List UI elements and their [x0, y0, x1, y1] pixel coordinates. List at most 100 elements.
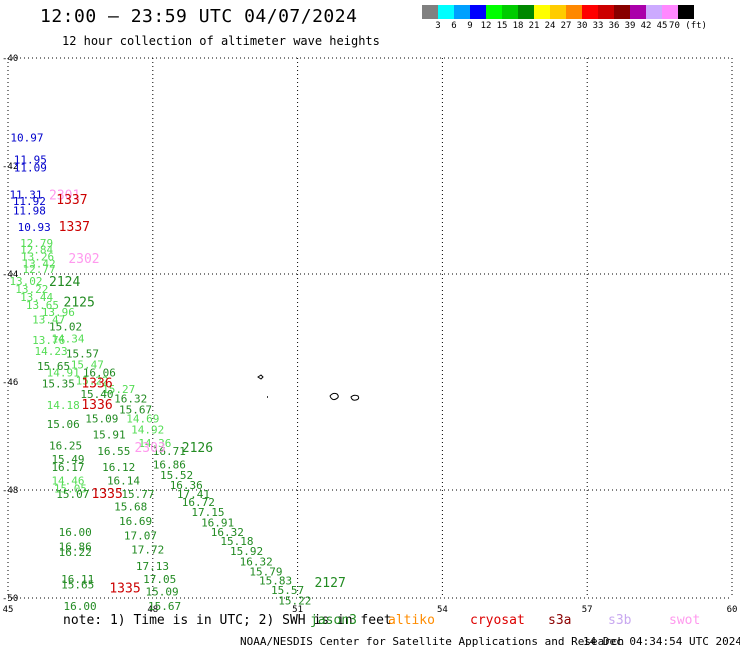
pass-id-label: 1337: [59, 220, 90, 235]
satellite-legend-swot: swot: [669, 613, 701, 628]
swh-value-label: 11.09: [14, 161, 47, 174]
legend-swatch: [678, 5, 694, 19]
legend-swatch: [582, 5, 598, 19]
swh-value-label: 13.96: [42, 306, 75, 319]
swh-value-label: 15.65: [37, 360, 70, 373]
swh-value-label: 15.09: [146, 585, 179, 598]
swh-value-label: 16.00: [64, 600, 97, 613]
y-tick-label: -46: [2, 378, 18, 388]
swh-value-label: 14.18: [47, 399, 80, 412]
pass-id-label: 1337: [56, 193, 87, 208]
swh-value-label: 15.35: [42, 377, 75, 390]
legend-color-bar: [422, 5, 740, 19]
legend-label: 12: [480, 21, 492, 31]
y-tick-label: -44: [2, 270, 18, 280]
legend-label: 18: [512, 21, 524, 31]
swh-value-label: 17.05: [143, 573, 176, 586]
y-tick-label: -40: [2, 54, 18, 64]
swh-value-label: 15.83: [259, 575, 292, 588]
islands: [257, 374, 360, 401]
swh-value-label: 12.79: [20, 237, 53, 250]
legend-label: 42: [640, 21, 652, 31]
swh-value-label: 16.25: [49, 440, 82, 453]
swh-value-label: 15.67: [119, 403, 152, 416]
swh-value-label: 14.91: [47, 367, 80, 380]
island-marker: [329, 392, 339, 401]
pass-id-label: 2126: [182, 441, 213, 456]
swh-value-label: 16.86: [59, 540, 92, 553]
legend-labels: 3 6 9 12 15 18 21 24 27 30 33 36 39 42 45 70 (ft): [422, 19, 740, 33]
legend-label: 9: [467, 21, 473, 31]
swh-value-label: 16.72: [182, 496, 215, 509]
swh-value-label: 13.47: [32, 314, 65, 327]
swh-value-label: 16.32: [211, 526, 244, 539]
pass-id-label: 2124: [49, 275, 80, 290]
pass-id-label: 2125: [64, 295, 95, 310]
x-tick-label: 48: [147, 605, 158, 615]
swh-value-label: 16.91: [201, 517, 234, 530]
swh-value-label: 15.52: [160, 469, 193, 482]
swh-value-label: 14.69: [126, 413, 159, 426]
swh-value-label: 14.46: [51, 475, 84, 488]
legend-swatch: [550, 5, 566, 19]
island-marker: [350, 394, 360, 401]
swh-value-label: 15.07: [56, 488, 89, 501]
legend-swatch: [614, 5, 630, 19]
lat-lon-grid: [7, 57, 733, 599]
pass-id-label: 1335: [109, 582, 140, 597]
legend-swatch: [438, 5, 454, 19]
swh-value-label: 13.44: [20, 291, 53, 304]
x-tick-label: 45: [3, 605, 14, 615]
swh-value-label: 13.02: [9, 275, 42, 288]
pass-id-label: 2302: [68, 252, 99, 267]
swh-value-label: 17.15: [191, 506, 224, 519]
swh-value-label: 17.13: [136, 560, 169, 573]
swh-value-label: 14.36: [138, 437, 171, 450]
legend-swatch: [598, 5, 614, 19]
color-legend: 3 6 9 12 15 18 21 24 27 30 33 36 39 42 45 70 (ft): [422, 5, 740, 33]
swh-value-label: 16.86: [153, 458, 186, 471]
swh-value-label: 16.17: [51, 461, 84, 474]
swh-value-label: 15.22: [278, 594, 311, 607]
x-tick-label: 57: [582, 605, 593, 615]
swh-value-label: 16.00: [59, 526, 92, 539]
legend-label: 24: [544, 21, 556, 31]
y-tick-label: -50: [2, 594, 18, 604]
swh-value-label: 15.02: [49, 321, 82, 334]
legend-swatch: [486, 5, 502, 19]
swh-value-label: 15.09: [85, 413, 118, 426]
swh-value-label: 10.97: [10, 132, 43, 145]
swh-value-label: 13.65: [26, 299, 59, 312]
legend-label: 70 (ft): [669, 21, 707, 31]
legend-swatch: [470, 5, 486, 19]
satellite-legend-jason3: jason3: [310, 613, 357, 628]
swh-value-label: 15.65: [61, 578, 94, 591]
legend-swatch: [646, 5, 662, 19]
x-tick-label: 51: [292, 605, 303, 615]
swh-value-label: 15.68: [114, 501, 147, 514]
legend-label: 45: [656, 21, 668, 31]
pass-id-label: 1336: [81, 376, 112, 391]
swh-value-label: 16.36: [170, 479, 203, 492]
swh-value-label: 10.93: [18, 221, 51, 234]
credit-line: NOAA/NESDIS Center for Satellite Applica…: [240, 635, 625, 648]
swh-value-label: 15.22: [76, 375, 109, 388]
x-tick-label: 60: [727, 605, 738, 615]
pass-id-label: 2301: [49, 188, 80, 203]
island-marker: [257, 374, 264, 380]
swh-value-label: 15.67: [148, 600, 181, 613]
swh-value-label: 16.32: [240, 556, 273, 569]
swh-value-label: 12.84: [20, 243, 53, 256]
satellite-legend-altiko: altiko: [388, 613, 435, 628]
x-tick-label: 54: [437, 605, 448, 615]
credit-timestamp: 14 Dec 04:34:54 UTC 2024: [583, 635, 740, 648]
swh-value-label: 13.22: [15, 283, 48, 296]
swh-value-label: 15.40: [80, 388, 113, 401]
swh-value-label: 17.41: [177, 488, 210, 501]
swh-value-label: 15.57: [66, 348, 99, 361]
legend-swatch: [502, 5, 518, 19]
pass-id-label: 1335: [92, 487, 123, 502]
satellite-legend-cryosat: cryosat: [470, 613, 525, 628]
